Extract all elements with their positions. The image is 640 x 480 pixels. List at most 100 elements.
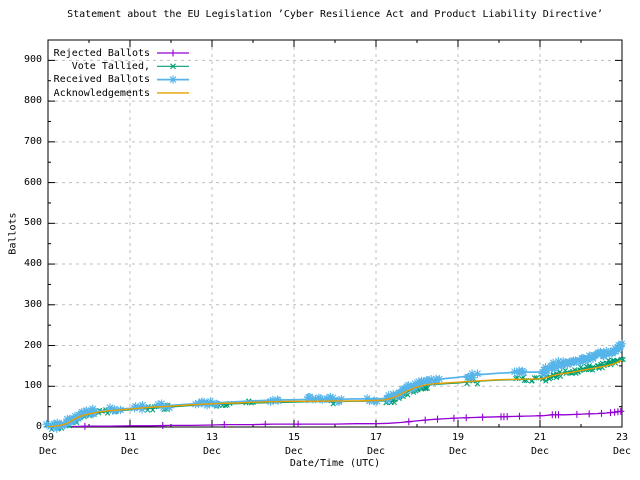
asterisk-marker [571,356,580,365]
plus-marker [261,420,269,428]
asterisk-marker [42,420,51,429]
asterisk-marker [383,396,393,405]
x-tick-label: 17 Dec [366,432,386,457]
legend-label-acknowledgements: Acknowledgements [53,88,150,99]
plus-marker [503,413,511,421]
x-tick-label: 09 Dec [38,432,58,457]
asterisk-marker [419,377,428,386]
asterisk-marker [418,379,427,388]
x-tick-label: 19 Dec [448,432,468,457]
asterisk-marker [268,395,278,405]
plus-marker [573,410,581,418]
plus-marker [434,415,441,423]
plus-marker [536,412,544,420]
asterisk-marker [615,342,625,351]
asterisk-marker [316,394,325,403]
asterisk-marker [69,416,78,426]
asterisk-marker [137,405,147,414]
series-line-1 [48,358,622,427]
asterisk-marker [464,372,473,382]
asterisk-marker [373,397,382,406]
y-tick-label: 700 [23,135,42,147]
chart-title: Statement about the EU Legislation ’Cybe… [67,9,603,20]
plus-marker [585,410,593,418]
asterisk-marker [617,339,626,348]
asterisk-marker [328,393,338,403]
y-tick-label: 400 [23,258,42,270]
asterisk-marker [579,354,589,363]
y-tick-label: 100 [23,380,42,392]
y-tick-label: 900 [23,54,42,66]
asterisk-marker [467,369,477,378]
x-tick-label: 11 Dec [120,432,140,457]
cross-marker [330,401,336,407]
asterisk-marker [541,363,550,372]
y-tick-label: 300 [23,298,42,310]
x-axis-label: Date/Time (UTC) [289,458,381,469]
legend-label-received-ballots: Received Ballots [53,74,150,85]
plus-marker [554,411,562,419]
asterisk-marker [387,392,396,401]
series-line-0 [48,410,622,427]
cross-marker [170,63,176,70]
cross-marker [474,381,481,387]
plus-marker [598,409,605,417]
asterisk-marker [138,400,147,410]
plus-marker [405,418,413,426]
asterisk-marker [199,398,209,407]
asterisk-marker [548,358,558,367]
plus-marker [462,414,470,422]
asterisk-marker [305,392,315,402]
asterisk-marker [77,407,86,417]
asterisk-marker [88,404,97,413]
asterisk-marker [423,376,432,385]
y-tick-label: 200 [23,339,42,351]
asterisk-marker [384,391,393,400]
asterisk-marker [273,396,283,406]
asterisk-marker [168,75,178,84]
asterisk-marker [159,403,168,412]
asterisk-marker [610,343,620,353]
plus-marker [169,49,177,57]
asterisk-marker [404,381,413,390]
asterisk-marker [435,374,444,384]
series-line-3 [48,359,622,427]
asterisk-marker [383,394,392,403]
asterisk-marker [585,351,594,360]
asterisk-marker [399,387,408,397]
asterisk-marker [311,394,320,404]
y-tick-label: 500 [23,217,42,229]
plus-marker [220,421,228,429]
y-tick-label: 0 [35,421,42,432]
asterisk-marker [558,357,568,366]
asterisk-marker [157,399,166,408]
asterisk-marker [473,369,482,378]
asterisk-marker [53,418,62,428]
plus-marker [450,414,458,422]
y-tick-label: 800 [23,95,42,107]
cross-marker [424,385,431,391]
asterisk-marker [614,345,623,355]
plus-marker [421,416,429,424]
plus-marker [81,422,89,430]
cross-marker [599,360,606,367]
asterisk-marker [543,366,552,375]
asterisk-marker [165,403,174,413]
plus-marker [479,413,487,421]
asterisk-marker [81,407,91,416]
x-tick-label: 21 Dec [530,432,550,457]
asterisk-marker [576,357,585,367]
x-tick-label: 13 Dec [202,432,222,457]
cross-marker [422,385,429,391]
asterisk-marker [70,411,80,421]
plus-marker [516,412,523,420]
legend-label-vote-tallied: Vote Tallied, [71,61,150,72]
asterisk-marker [510,367,519,376]
asterisk-marker [318,395,327,404]
asterisk-marker [337,394,346,404]
plus-marker [159,422,167,430]
asterisk-marker [409,382,419,392]
asterisk-marker [326,392,335,402]
